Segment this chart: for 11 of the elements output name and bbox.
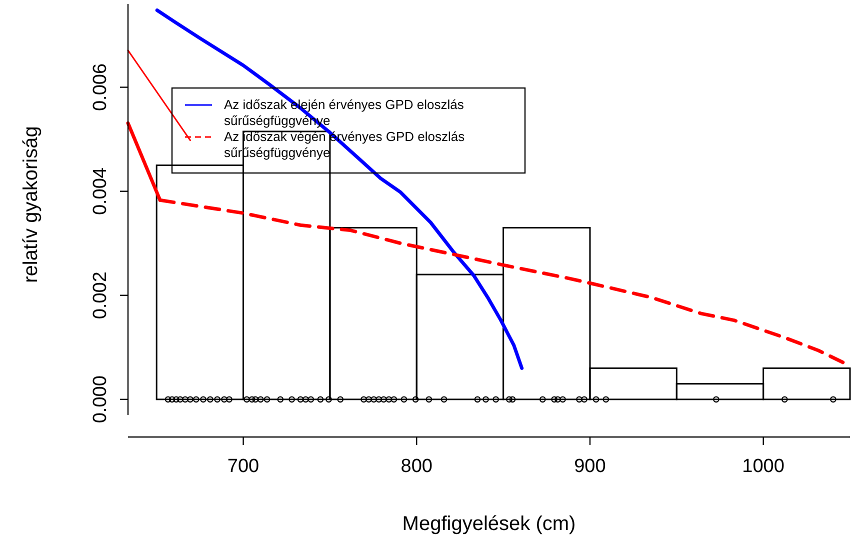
x-tick-label: 900 <box>574 456 606 477</box>
y-axis-title: relatív gyakoriság <box>20 126 42 283</box>
y-tick-label: 0.000 <box>90 376 111 424</box>
y-tick-label: 0.002 <box>90 272 111 320</box>
x-tick-label: 1000 <box>742 456 784 477</box>
y-tick-label: 0.004 <box>90 167 111 216</box>
y-tick-label: 0.006 <box>90 63 111 112</box>
x-tick-label: 700 <box>227 456 260 477</box>
x-axis-title: Megfigyelések (cm) <box>402 513 576 535</box>
x-tick-label: 800 <box>400 456 432 477</box>
line-series <box>155 8 524 370</box>
